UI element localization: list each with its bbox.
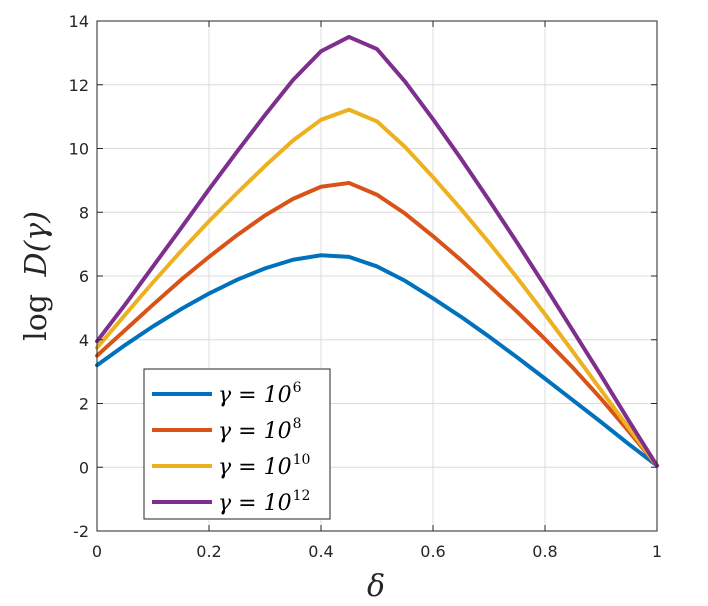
legend-label-base: γ = 10 (218, 455, 292, 480)
y-tick-label: 2 (79, 395, 89, 414)
series-line-1 (95, 253, 659, 468)
x-axis-title: δ (367, 569, 385, 604)
series-lines (95, 34, 659, 468)
y-axis-title-fn: log (19, 294, 54, 341)
legend-label-4: γ = 1012 (218, 488, 310, 516)
y-axis-title-body: D(γ) (19, 211, 54, 277)
legend-label-base: γ = 10 (218, 419, 292, 444)
legend-label-exponent: 6 (293, 380, 302, 396)
y-tick-label: -2 (73, 522, 89, 541)
legend-label-base: γ = 10 (218, 383, 292, 408)
series-line-4 (95, 34, 659, 468)
series-line-3 (95, 107, 659, 468)
x-tick-label: 1 (652, 542, 662, 561)
x-tick-label: 0.2 (196, 542, 221, 561)
y-tick-label: 8 (79, 203, 89, 222)
x-tick-label: 0 (92, 542, 102, 561)
legend-label-2: γ = 108 (218, 416, 301, 444)
legend-label-exponent: 10 (293, 452, 311, 468)
legend-label-1: γ = 106 (218, 380, 302, 408)
y-tick-label: 0 (79, 458, 89, 477)
legend-label-base: γ = 10 (218, 491, 292, 516)
y-tick-label: 14 (69, 12, 89, 31)
y-tick-label: 6 (79, 267, 89, 286)
series-line-2 (95, 180, 659, 468)
y-tick-label: 10 (69, 140, 89, 159)
legend-label-exponent: 8 (293, 416, 302, 432)
x-tick-label: 0.4 (308, 542, 333, 561)
y-axis-title: log D(γ) (19, 211, 54, 341)
x-tick-label: 0.6 (420, 542, 445, 561)
y-tick-label: 12 (69, 76, 89, 95)
x-tick-label: 0.8 (532, 542, 557, 561)
y-tick-label: 4 (79, 331, 89, 350)
legend-label-exponent: 12 (293, 488, 311, 504)
legend-label-3: γ = 1010 (218, 452, 310, 480)
